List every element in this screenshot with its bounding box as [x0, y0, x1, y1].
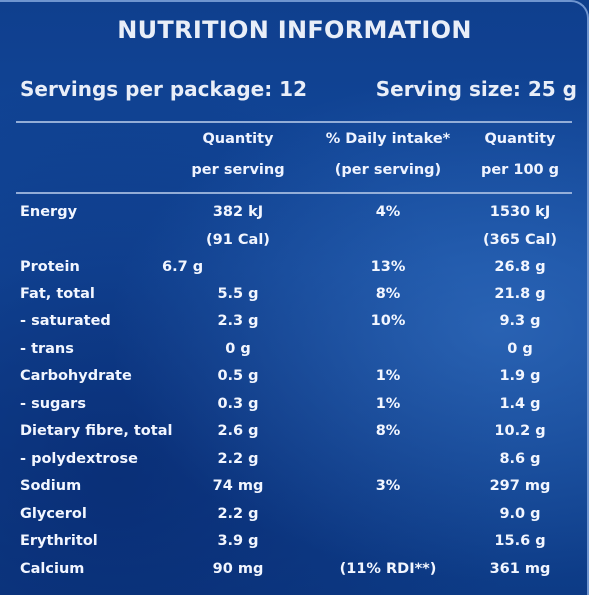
- row-q100: 26.8 g: [494, 259, 546, 275]
- table-row: Carbohydrate 0.5 g 1% 1.9 g: [0, 363, 589, 390]
- row-qty: 5.5 g: [217, 286, 259, 302]
- row-qty: 90 mg: [212, 561, 264, 577]
- divider-top: [16, 121, 572, 123]
- row-name: Erythritol: [20, 533, 98, 549]
- table-row: Fat, total 5.5 g 8% 21.8 g: [0, 281, 589, 308]
- row-pct: 1%: [375, 396, 401, 412]
- table-row: Sodium 74 mg 3% 297 mg: [0, 473, 589, 500]
- row-qty: 6.7 g: [162, 259, 204, 275]
- table-row: Energy 382 kJ 4% 1530 kJ: [0, 199, 589, 226]
- row-pct: (11% RDI**): [339, 561, 437, 577]
- servings-per-package: Servings per package: 12: [20, 77, 307, 101]
- row-qty: 2.2 g: [217, 506, 259, 522]
- row-q100: 8.6 g: [499, 451, 541, 467]
- row-q100: 15.6 g: [494, 533, 546, 549]
- table-row: - trans 0 g 0 g: [0, 336, 589, 363]
- table-row: Glycerol 2.2 g 9.0 g: [0, 501, 589, 528]
- col-head-qty-1: Quantity: [202, 131, 274, 147]
- table-row: - sugars 0.3 g 1% 1.4 g: [0, 391, 589, 418]
- row-q100: 9.3 g: [499, 313, 541, 329]
- row-qty: 2.2 g: [217, 451, 259, 467]
- row-qty: 3.9 g: [217, 533, 259, 549]
- col-head-pct-2: (per serving): [334, 162, 442, 178]
- table-row: Dietary fibre, total 2.6 g 8% 10.2 g: [0, 418, 589, 445]
- row-name: - polydextrose: [20, 451, 138, 467]
- row-q100: 1.9 g: [499, 368, 541, 384]
- row-pct: 1%: [375, 368, 401, 384]
- row-qty: (91 Cal): [206, 232, 270, 248]
- row-q100: 10.2 g: [494, 423, 546, 439]
- row-qty: 0.3 g: [217, 396, 259, 412]
- row-q100: 361 mg: [489, 561, 551, 577]
- row-pct: 3%: [375, 478, 401, 494]
- row-qty: 0.5 g: [217, 368, 259, 384]
- row-pct: 10%: [370, 313, 406, 329]
- col-head-qty-2: per serving: [191, 162, 285, 178]
- panel-title: NUTRITION INFORMATION: [117, 16, 472, 44]
- row-q100: 21.8 g: [494, 286, 546, 302]
- row-name: Calcium: [20, 561, 85, 577]
- divider-header: [16, 192, 572, 194]
- row-name: Fat, total: [20, 286, 95, 302]
- row-q100: 9.0 g: [499, 506, 541, 522]
- col-head-q100-1: Quantity: [484, 131, 556, 147]
- row-name: Sodium: [20, 478, 82, 494]
- table-row: Protein 6.7 g 13% 26.8 g: [0, 254, 589, 281]
- row-name: - saturated: [20, 313, 111, 329]
- row-pct: 8%: [375, 286, 401, 302]
- row-pct: 8%: [375, 423, 401, 439]
- row-name: Dietary fibre, total: [20, 423, 173, 439]
- row-pct: 4%: [375, 204, 401, 220]
- row-qty: 2.6 g: [217, 423, 259, 439]
- row-qty: 382 kJ: [212, 204, 264, 220]
- row-name: - trans: [20, 341, 74, 357]
- row-name: Glycerol: [20, 506, 87, 522]
- row-qty: 2.3 g: [217, 313, 259, 329]
- table-row: - polydextrose 2.2 g 8.6 g: [0, 446, 589, 473]
- row-name: Carbohydrate: [20, 368, 132, 384]
- row-q100: 0 g: [507, 341, 533, 357]
- table-row: (91 Cal) (365 Cal): [0, 227, 589, 254]
- serving-size: Serving size: 25 g: [375, 77, 577, 101]
- row-qty: 74 mg: [212, 478, 264, 494]
- row-name: - sugars: [20, 396, 86, 412]
- row-qty: 0 g: [225, 341, 251, 357]
- row-q100: (365 Cal): [483, 232, 557, 248]
- col-head-pct-1: % Daily intake*: [325, 131, 451, 147]
- row-q100: 1530 kJ: [489, 204, 551, 220]
- row-name: Protein: [20, 259, 80, 275]
- table-row: - saturated 2.3 g 10% 9.3 g: [0, 308, 589, 335]
- row-pct: 13%: [370, 259, 406, 275]
- col-head-q100-2: per 100 g: [480, 162, 560, 178]
- row-q100: 1.4 g: [499, 396, 541, 412]
- table-row: Calcium 90 mg (11% RDI**) 361 mg: [0, 556, 589, 583]
- row-q100: 297 mg: [489, 478, 551, 494]
- table-row: Erythritol 3.9 g 15.6 g: [0, 528, 589, 555]
- row-name: Energy: [20, 204, 78, 220]
